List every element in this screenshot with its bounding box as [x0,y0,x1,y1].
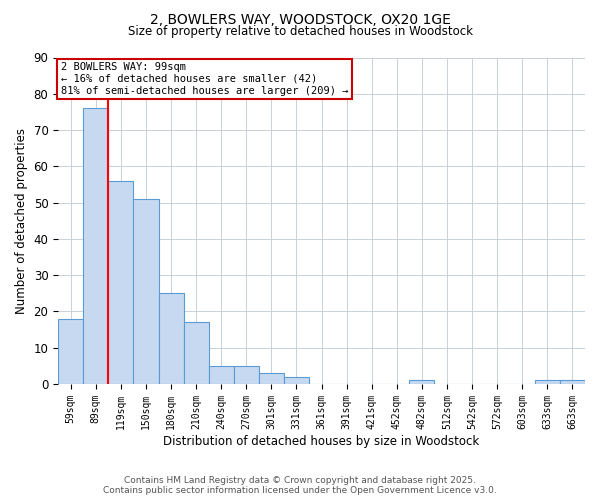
Bar [259,373,284,384]
Bar [209,366,234,384]
X-axis label: Distribution of detached houses by size in Woodstock: Distribution of detached houses by size … [163,434,480,448]
Bar [234,366,259,384]
Bar [109,181,133,384]
Bar [560,380,585,384]
Bar [133,199,158,384]
Bar [535,380,560,384]
Bar [284,376,309,384]
Text: Contains HM Land Registry data © Crown copyright and database right 2025.
Contai: Contains HM Land Registry data © Crown c… [103,476,497,495]
Text: Size of property relative to detached houses in Woodstock: Size of property relative to detached ho… [128,25,473,38]
Bar [409,380,434,384]
Bar [184,322,209,384]
Text: 2, BOWLERS WAY, WOODSTOCK, OX20 1GE: 2, BOWLERS WAY, WOODSTOCK, OX20 1GE [149,12,451,26]
Bar [83,108,109,384]
Bar [158,294,184,384]
Bar [58,318,83,384]
Y-axis label: Number of detached properties: Number of detached properties [15,128,28,314]
Text: 2 BOWLERS WAY: 99sqm
← 16% of detached houses are smaller (42)
81% of semi-detac: 2 BOWLERS WAY: 99sqm ← 16% of detached h… [61,62,348,96]
